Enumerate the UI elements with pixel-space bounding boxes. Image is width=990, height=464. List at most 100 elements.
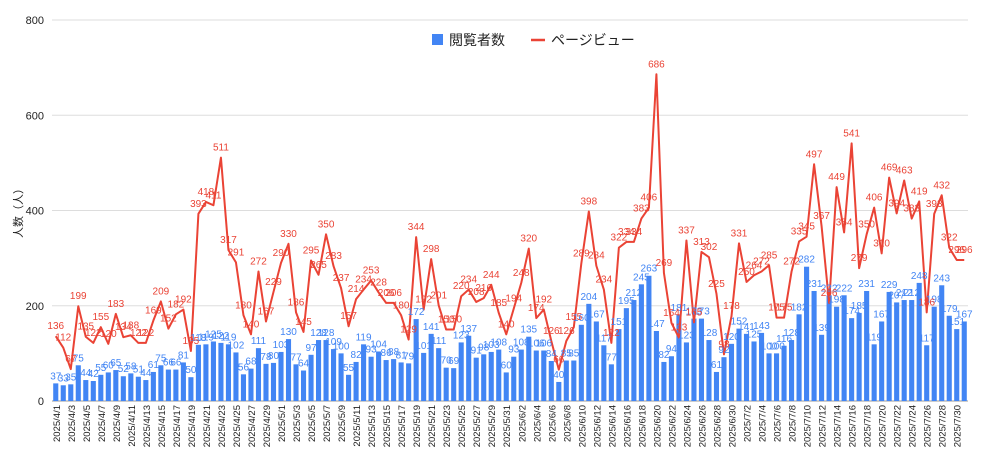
line-data-label: 136	[47, 321, 64, 332]
x-tick-label: 2025/5/7	[322, 405, 333, 442]
x-tick-label: 2025/7/26	[923, 405, 934, 447]
line-data-label: 354	[836, 217, 853, 228]
bar-data-label: 195	[618, 296, 635, 307]
bar	[255, 348, 262, 401]
bar-data-label: 77	[606, 352, 618, 363]
line-data-label: 322	[611, 233, 628, 244]
x-tick-label: 2025/7/4	[758, 405, 769, 442]
line-data-label: 248	[513, 268, 530, 279]
x-tick-label: 2025/6/20	[652, 405, 663, 447]
bar-data-label: 82	[351, 350, 363, 361]
line-data-label: 122	[130, 328, 147, 339]
line-data-label: 234	[355, 275, 372, 286]
bar-data-label: 204	[580, 292, 597, 303]
x-tick-label: 2025/5/1	[277, 405, 288, 442]
bar	[511, 356, 517, 401]
line-data-label: 229	[265, 277, 282, 288]
bar-data-label: 231	[806, 279, 823, 290]
bar-data-label: 108	[490, 338, 507, 349]
bar	[601, 345, 607, 401]
x-tick-label: 2025/6/14	[607, 405, 618, 447]
x-tick-label: 2025/7/30	[953, 405, 964, 447]
bar	[954, 329, 960, 401]
bar	[60, 385, 66, 401]
bar	[668, 356, 674, 401]
bar	[646, 275, 652, 401]
x-tick-label: 2025/6/12	[592, 405, 603, 447]
line-data-label: 541	[843, 128, 860, 139]
line-data-label: 686	[648, 59, 665, 70]
x-tick-label: 2025/6/16	[622, 405, 633, 447]
bar-data-label: 88	[388, 347, 400, 358]
x-tick-label: 2025/7/22	[893, 405, 904, 447]
bar-data-label: 79	[403, 351, 415, 362]
x-tick-label: 2025/4/11	[127, 405, 138, 447]
bar-data-label: 222	[821, 283, 838, 294]
line-data-label: 302	[701, 242, 718, 253]
x-tick-label: 2025/4/5	[82, 405, 93, 442]
bar	[533, 350, 539, 401]
bar-data-label: 51	[133, 365, 145, 376]
bar-data-label: 64	[298, 359, 310, 370]
x-tick-label: 2025/7/6	[773, 405, 784, 442]
bar	[758, 332, 765, 401]
bar-data-label: 128	[310, 328, 327, 339]
line-data-label: 234	[596, 275, 613, 286]
bar-data-label: 65	[110, 358, 122, 369]
bar	[856, 312, 862, 401]
line-data-label: 295	[303, 246, 320, 257]
line-data-label: 135	[77, 322, 94, 333]
line-data-label: 334	[618, 227, 635, 238]
bar-data-label: 128	[318, 328, 335, 339]
bar	[158, 365, 164, 401]
bar	[503, 372, 509, 401]
legend-swatch-bar	[432, 34, 443, 45]
line-data-label: 265	[310, 260, 327, 271]
bar	[961, 321, 967, 401]
bar-data-label: 198	[828, 295, 845, 306]
x-tick-label: 2025/5/25	[457, 405, 468, 447]
bar	[83, 380, 89, 401]
bar-data-label: 84	[546, 349, 558, 360]
line-data-label: 220	[453, 281, 470, 292]
x-tick-label: 2025/5/17	[397, 405, 408, 447]
bar-data-label: 103	[273, 340, 290, 351]
bar-data-label: 109	[325, 337, 342, 348]
line-data-label: 167	[258, 306, 275, 317]
bar-data-label: 222	[836, 283, 853, 294]
line-data-label: 367	[813, 211, 830, 222]
bar	[518, 349, 524, 401]
line-data-label: 150	[445, 315, 462, 326]
bar	[698, 318, 705, 401]
bar	[886, 291, 892, 401]
bar-data-label: 81	[396, 350, 408, 361]
line-data-label: 272	[783, 256, 800, 267]
line-data-label: 155	[565, 312, 582, 323]
bar-data-label: 152	[731, 317, 748, 328]
bar	[766, 353, 772, 401]
bar	[638, 284, 644, 401]
bar-data-label: 130	[280, 327, 297, 338]
line-data-label: 169	[145, 306, 162, 317]
line-data-label: 129	[400, 325, 417, 336]
y-tick-label: 400	[26, 206, 44, 218]
x-tick-label: 2025/5/19	[412, 405, 423, 447]
bar	[458, 342, 464, 401]
line-data-label: 206	[385, 288, 402, 299]
x-tick-label: 2025/4/17	[172, 405, 183, 447]
bar	[676, 314, 682, 401]
bar-data-label: 167	[588, 309, 605, 320]
bar-data-label: 80	[268, 351, 280, 362]
line-data-label: 406	[866, 193, 883, 204]
line-data-label: 269	[656, 258, 673, 269]
line-data-label: 279	[851, 253, 868, 264]
line-data-label: 511	[213, 143, 229, 154]
bar	[879, 321, 885, 401]
bar	[315, 340, 322, 401]
line-data-label: 289	[573, 248, 590, 259]
bar-data-label: 44	[80, 368, 92, 379]
bar	[631, 300, 637, 401]
line-data-label: 463	[896, 165, 913, 176]
line-data-label: 330	[280, 229, 297, 240]
line-data-label: 126	[543, 326, 560, 337]
